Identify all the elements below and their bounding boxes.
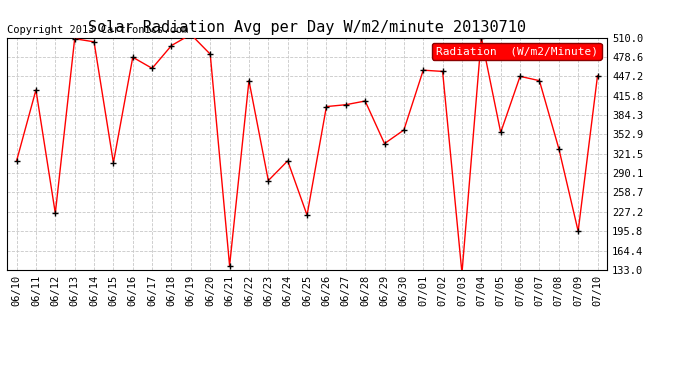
Title: Solar Radiation Avg per Day W/m2/minute 20130710: Solar Radiation Avg per Day W/m2/minute … bbox=[88, 20, 526, 35]
Legend: Radiation  (W/m2/Minute): Radiation (W/m2/Minute) bbox=[432, 43, 602, 60]
Text: Copyright 2013 Cartronics.com: Copyright 2013 Cartronics.com bbox=[7, 25, 188, 35]
